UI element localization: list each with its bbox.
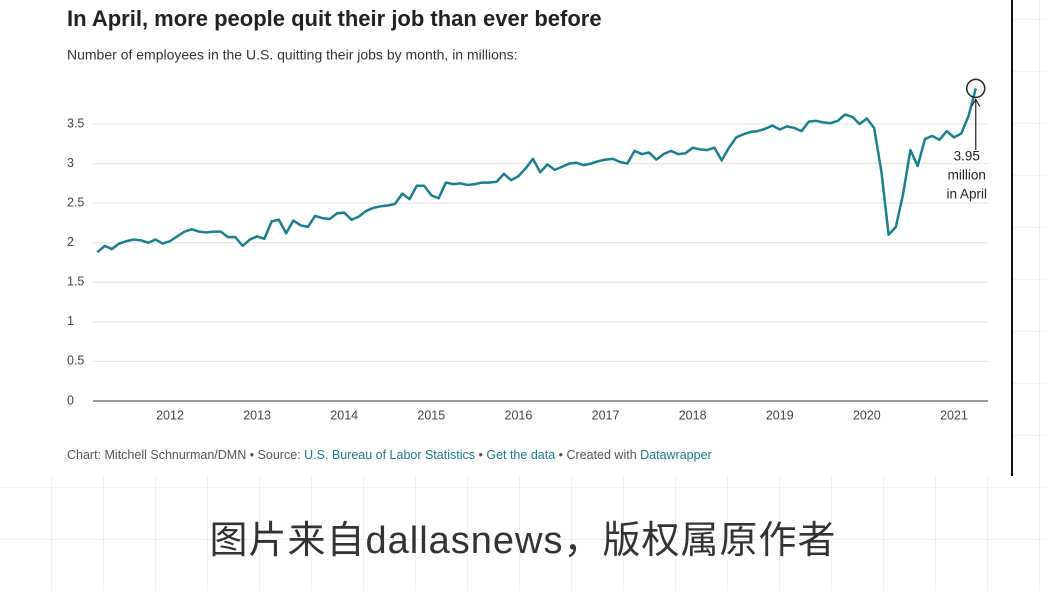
annotation-text: 3.95 (954, 149, 980, 164)
x-tick-label: 2014 (330, 408, 358, 422)
y-tick-label: 0 (67, 393, 74, 407)
footer-text: Chart: Mitchell Schnurman/DMN • Source: (67, 448, 304, 462)
annotation-text: million (948, 168, 986, 183)
y-tick-label: 3 (67, 156, 74, 170)
chart-background (0, 0, 1012, 476)
y-tick-label: 0.5 (67, 354, 84, 368)
x-tick-label: 2013 (243, 408, 271, 422)
x-tick-label: 2016 (505, 408, 533, 422)
arrow-head (971, 98, 981, 107)
data-line (96, 88, 977, 254)
footer: Chart: Mitchell Schnurman/DMN • Source: … (67, 448, 712, 462)
y-tick-label: 2.5 (67, 195, 84, 209)
x-tick-label: 2018 (679, 408, 707, 422)
x-tick-label: 2017 (592, 408, 620, 422)
footer-link[interactable]: Get the data (486, 448, 555, 462)
x-tick-label: 2012 (156, 408, 184, 422)
x-tick-label: 2020 (853, 408, 881, 422)
x-tick-label: 2021 (940, 408, 968, 422)
footer-link[interactable]: U.S. Bureau of Labor Statistics (304, 448, 475, 462)
highlight-circle (965, 78, 986, 99)
annotation-text: in April (946, 187, 987, 202)
y-tick-label: 3.5 (67, 116, 84, 130)
y-tick-label: 2 (67, 235, 74, 249)
y-tick-label: 1 (67, 314, 74, 328)
footer-text: • Created with (555, 448, 640, 462)
x-tick-label: 2019 (766, 408, 794, 422)
y-tick-label: 1.5 (67, 275, 84, 289)
chart-subtitle: Number of employees in the U.S. quitting… (67, 47, 518, 63)
chart-title: In April, more people quit their job tha… (67, 6, 602, 31)
footer-text: • (475, 448, 486, 462)
x-tick-label: 2015 (417, 408, 445, 422)
caption: 图片来自dallasnews，版权属原作者 (210, 520, 837, 562)
footer-link[interactable]: Datawrapper (640, 448, 712, 462)
